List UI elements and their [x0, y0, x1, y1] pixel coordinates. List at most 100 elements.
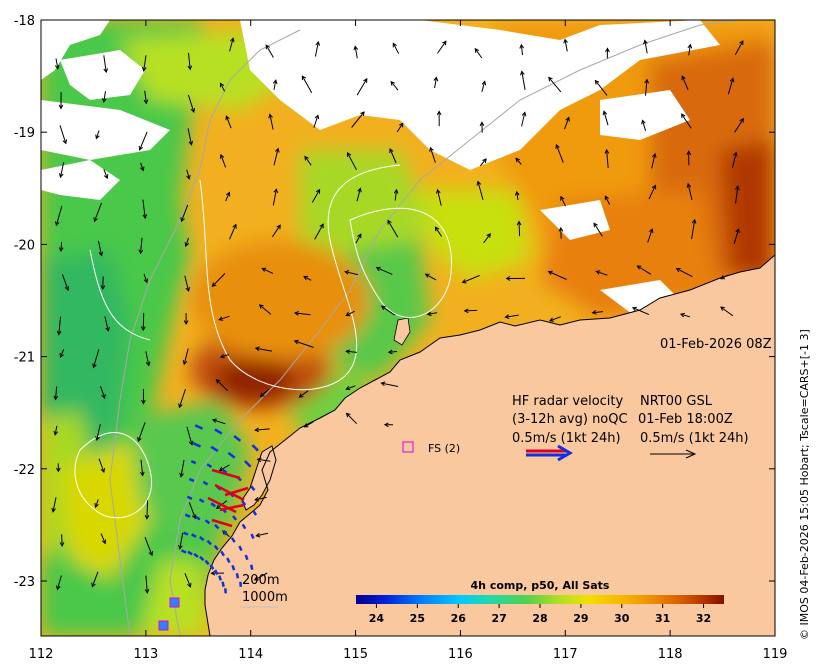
gsl-arrow	[59, 125, 67, 144]
gsl-arrowhead	[687, 43, 693, 49]
gsl-arrowhead	[433, 76, 439, 82]
gsl-arrow	[271, 224, 281, 238]
gsl-arrowhead	[211, 418, 217, 423]
gsl-arrowhead	[735, 228, 740, 234]
x-tick-label: 117	[553, 647, 578, 662]
gsl-arrowhead	[631, 306, 637, 312]
radar-vector-blue	[249, 564, 254, 570]
gsl-arrowhead	[58, 104, 64, 110]
gsl-arrowhead	[303, 275, 309, 281]
datetime-label: 01-Feb-2026 08Z	[660, 337, 772, 352]
gsl-arrow	[518, 221, 521, 237]
gsl-arrowhead	[58, 173, 64, 179]
legend-gsl-time: 01-Feb 18:00Z	[638, 412, 733, 427]
gsl-arrow	[429, 147, 436, 163]
gsl-arrowhead	[303, 423, 309, 428]
gsl-arrow	[720, 274, 729, 280]
gsl-arrowhead	[345, 385, 351, 391]
gsl-arrowhead	[314, 114, 320, 120]
gsl-arrow	[225, 192, 230, 202]
gsl-arrowhead	[105, 326, 110, 332]
gsl-arrowhead	[187, 582, 192, 588]
radar-vector-blue	[193, 552, 199, 558]
gsl-arrowhead	[357, 187, 362, 193]
gsl-arrowhead	[139, 166, 145, 172]
gsl-arrowhead	[219, 153, 225, 159]
gsl-arrow	[180, 459, 185, 477]
gsl-arrow	[299, 390, 309, 398]
gsl-arrowhead	[53, 430, 59, 436]
gsl-arrow	[394, 189, 397, 201]
x-tick-label: 119	[763, 647, 788, 662]
gsl-arrowhead	[98, 251, 104, 257]
gsl-arrowhead	[298, 393, 304, 398]
gsl-arrow	[273, 148, 279, 166]
gsl-arrow	[354, 46, 358, 59]
site-marker	[402, 441, 414, 453]
gsl-arrowhead	[253, 576, 259, 581]
gsl-arrow	[144, 90, 147, 104]
gsl-arrow	[520, 44, 523, 56]
gsl-arrow	[254, 496, 267, 501]
gsl-arrowhead	[95, 134, 100, 140]
radar-vector-blue	[206, 539, 212, 546]
colorbar-tick-label: 30	[614, 612, 630, 625]
gsl-arrowhead	[648, 228, 654, 234]
gsl-arrowhead	[103, 68, 109, 74]
gsl-arrowhead	[143, 99, 149, 105]
colorbar: 4h comp, p50, All Sats 24 25 26 27 28 29 30 31 3…	[356, 579, 724, 625]
gsl-arrow	[389, 148, 397, 164]
gsl-arrow	[436, 41, 447, 54]
gsl-arrowhead	[380, 381, 386, 387]
radar-vector-blue	[194, 424, 204, 430]
colorbar-tick-label: 27	[491, 612, 506, 625]
y-tick-label: -19	[14, 126, 35, 141]
gsl-arrowhead	[58, 247, 64, 253]
gsl-arrow	[356, 188, 361, 202]
gsl-arrow	[732, 152, 737, 168]
gsl-arrow	[381, 305, 395, 316]
gsl-arrow	[294, 312, 311, 316]
gsl-arrowhead	[225, 115, 230, 121]
gsl-arrowhead	[144, 588, 150, 594]
radar-vector-blue	[204, 519, 211, 525]
radar-vector-blue	[231, 564, 236, 571]
gsl-arrowhead	[101, 394, 106, 399]
gsl-arrow	[179, 532, 184, 549]
gsl-arrowhead	[56, 585, 61, 591]
gsl-arrowhead	[474, 47, 480, 53]
barrow-island	[393, 317, 411, 346]
gsl-arrowhead	[380, 305, 386, 311]
gsl-arrowhead	[225, 191, 231, 197]
gsl-arrow	[97, 240, 103, 256]
gsl-arrow	[346, 350, 357, 353]
radar-vector-blue	[198, 498, 205, 503]
gsl-arrow	[60, 162, 65, 178]
radar-vector-blue	[238, 545, 243, 552]
gsl-arrow	[727, 78, 734, 95]
gsl-arrow	[345, 271, 359, 276]
gsl-arrowhead	[436, 110, 442, 116]
gsl-arrow	[220, 83, 226, 92]
gsl-arrow	[269, 114, 274, 130]
gsl-arrow	[143, 55, 147, 71]
gsl-arrow	[521, 71, 526, 90]
gsl-arrow	[273, 80, 277, 90]
gsl-arrowhead	[389, 148, 394, 154]
gsl-arrow	[521, 112, 526, 127]
gsl-arrow	[474, 48, 483, 59]
gsl-arrowhead	[652, 152, 657, 158]
gsl-arrowhead	[651, 184, 657, 190]
radar-vector-blue	[214, 569, 219, 576]
gsl-arrowhead	[426, 311, 432, 317]
gsl-arrowhead	[301, 75, 307, 81]
gsl-arrowhead	[353, 45, 359, 51]
gsl-arrow	[637, 265, 652, 275]
gsl-arrow	[185, 237, 189, 247]
gsl-arrowhead	[191, 514, 197, 520]
gsl-arrowhead	[390, 80, 395, 86]
gsl-arrowhead	[563, 38, 568, 44]
colorbar-ticks: 24 25 26 27 28 29 30 31 32	[369, 604, 711, 625]
gsl-arrowhead	[486, 233, 491, 238]
gsl-arrowhead	[548, 76, 553, 82]
